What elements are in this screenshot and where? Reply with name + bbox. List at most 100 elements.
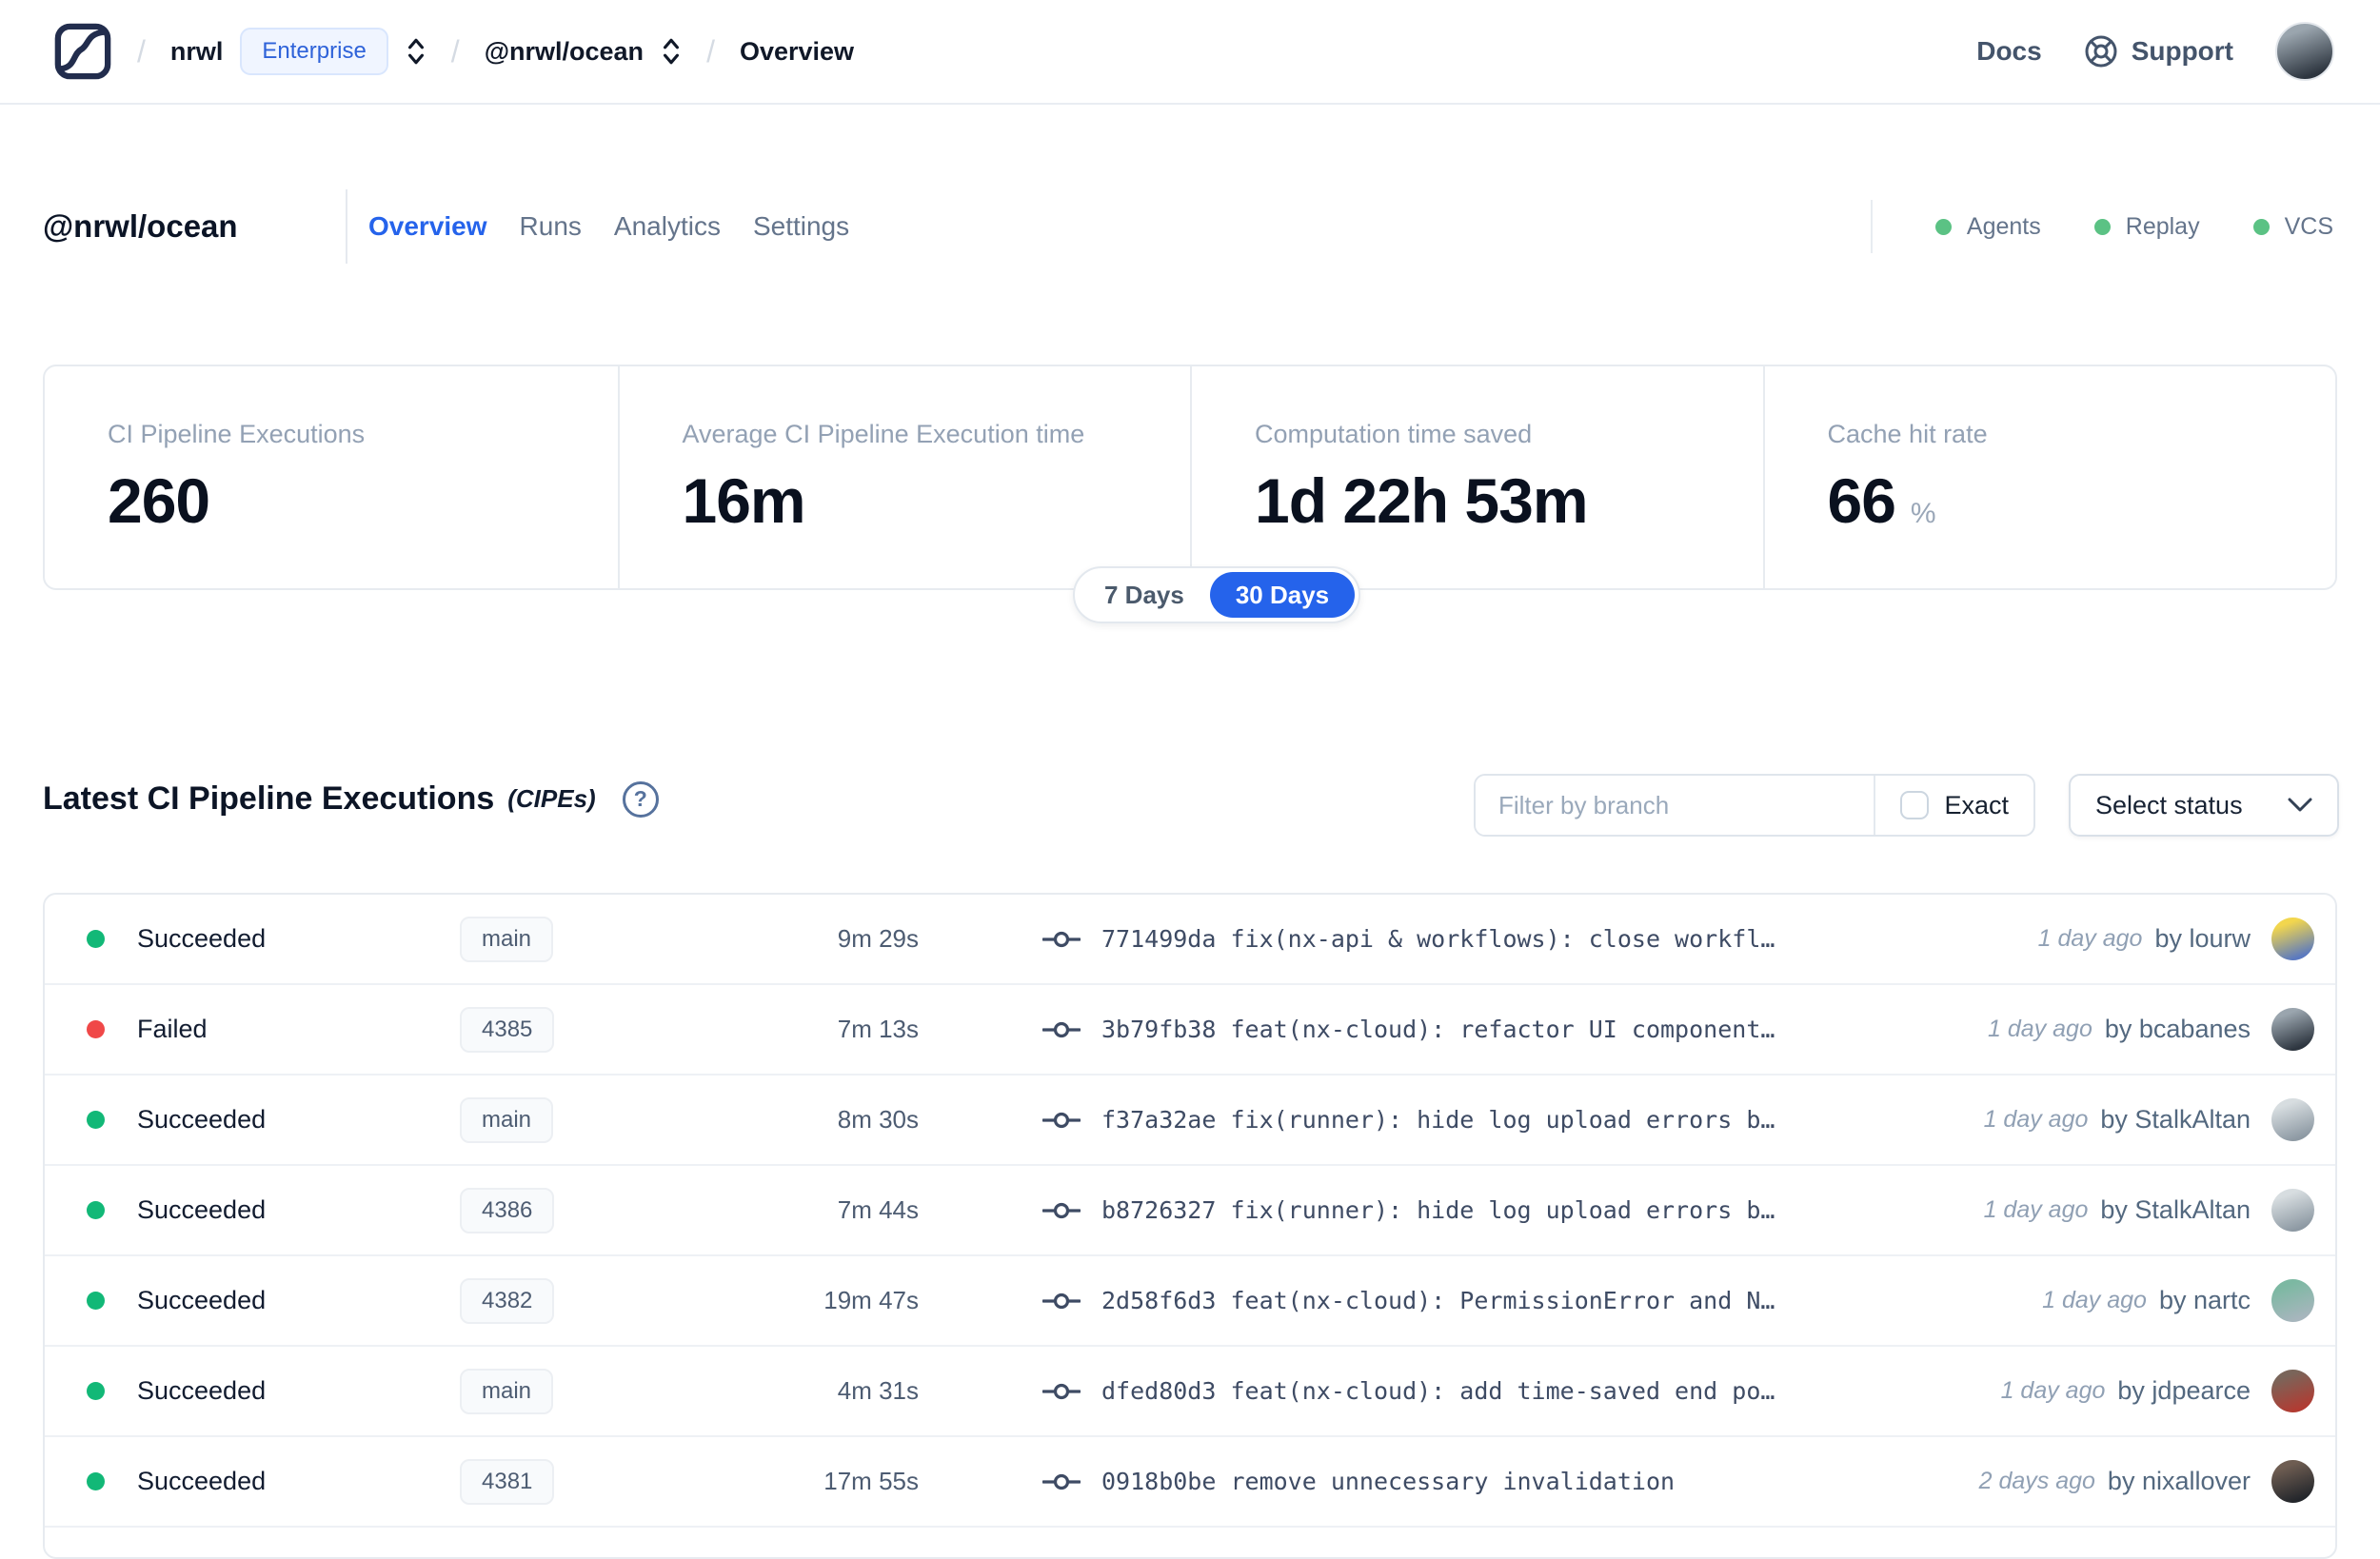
status-label: Failed: [137, 1015, 208, 1043]
avatar[interactable]: [2271, 1460, 2314, 1503]
user-avatar[interactable]: [2275, 22, 2334, 81]
status-label: Succeeded: [137, 924, 267, 953]
stat-value: 16m: [682, 465, 806, 536]
branch-badge[interactable]: main: [460, 916, 554, 962]
time-ago: 1 day ago: [2042, 1287, 2147, 1313]
executions-table: Succeeded main 9m 29s 771499da fix(nx-ap…: [43, 893, 2337, 1559]
avatar[interactable]: [2271, 1008, 2314, 1051]
avatar[interactable]: [2271, 1189, 2314, 1232]
status-dot-icon: [2093, 218, 2111, 235]
branch-badge[interactable]: main: [460, 1096, 554, 1143]
support-link[interactable]: Support: [2084, 34, 2233, 69]
status-dot-icon: [1934, 218, 1952, 235]
author: by bcabanes: [2104, 1015, 2251, 1043]
status-select-dropdown[interactable]: Select status: [2069, 774, 2339, 837]
git-commit-icon: [1042, 1383, 1081, 1399]
stat-label: Cache hit rate: [1827, 420, 1988, 448]
avatar[interactable]: [2271, 1279, 2314, 1322]
branch-badge[interactable]: 4385: [460, 1006, 555, 1053]
status-select-label: Select status: [2095, 790, 2243, 819]
table-row[interactable]: Succeeded main 9m 29s 771499da fix(nx-ap…: [45, 895, 2335, 985]
help-icon[interactable]: ?: [622, 780, 659, 818]
commit-text-body: feat(nx-cloud): PermissionError and N…: [1230, 1287, 1775, 1314]
commit-text-body: feat(nx-cloud): refactor UI component…: [1230, 1016, 1775, 1043]
git-commit-icon: [1042, 1293, 1081, 1309]
commit-message[interactable]: 3b79fb38 feat(nx-cloud): refactor UI com…: [1101, 1016, 1775, 1043]
time-ago: 1 day ago: [2037, 925, 2143, 952]
table-row[interactable]: Succeeded 4382 19m 47s 2d58f6d3 feat(nx-…: [45, 1256, 2335, 1347]
vertical-divider: [1874, 776, 1876, 835]
avatar[interactable]: [2271, 1098, 2314, 1141]
git-commit-icon: [1042, 1473, 1081, 1490]
stat-card: Average CI Pipeline Execution time 16m: [617, 366, 1191, 588]
range-option-30-days[interactable]: 30 Days: [1209, 572, 1356, 618]
branch-filter-input[interactable]: [1476, 776, 1874, 835]
table-row[interactable]: Failed 4385 7m 13s 3b79fb38 feat(nx-clou…: [45, 985, 2335, 1076]
branch-badge[interactable]: main: [460, 1368, 554, 1414]
table-row[interactable]: Succeeded 4386 7m 44s b8726327 fix(runne…: [45, 1166, 2335, 1256]
chevron-up-down-icon[interactable]: [661, 36, 682, 67]
commit-hash: 0918b0be: [1101, 1468, 1231, 1495]
exact-checkbox[interactable]: [1900, 791, 1930, 819]
author: by lourw: [2154, 924, 2251, 953]
commit-message[interactable]: 771499da fix(nx-api & workflows): close …: [1101, 925, 1775, 953]
tab-settings[interactable]: Settings: [752, 211, 850, 241]
status-label: Succeeded: [137, 1376, 267, 1405]
commit-hash: f37a32ae: [1101, 1106, 1231, 1134]
workspace-selector[interactable]: @nrwl/ocean: [485, 36, 682, 67]
tab-runs[interactable]: Runs: [519, 211, 582, 241]
branch-badge[interactable]: 4386: [460, 1187, 555, 1233]
author: by nartc: [2158, 1286, 2251, 1314]
commit-message[interactable]: f37a32ae fix(runner): hide log upload er…: [1101, 1106, 1775, 1134]
commit-text-body: feat(nx-cloud): add time-saved end po…: [1230, 1377, 1775, 1405]
indicator-agents: Agents: [1934, 213, 2041, 241]
avatar[interactable]: [2271, 918, 2314, 960]
duration: 7m 13s: [837, 1015, 919, 1043]
table-row[interactable]: Succeeded main 4m 31s dfed80d3 feat(nx-c…: [45, 1347, 2335, 1437]
exact-toggle[interactable]: Exact: [1875, 791, 2033, 820]
commit-message[interactable]: dfed80d3 feat(nx-cloud): add time-saved …: [1101, 1377, 1775, 1405]
author: by jdpearce: [2117, 1376, 2251, 1405]
stat-value: 66: [1827, 465, 1896, 536]
duration: 4m 31s: [837, 1376, 919, 1405]
avatar[interactable]: [2271, 1370, 2314, 1412]
tab-overview[interactable]: Overview: [368, 211, 487, 241]
nav-right: Docs Support: [1976, 22, 2334, 81]
range-option-7-days[interactable]: 7 Days: [1079, 572, 1210, 618]
status-label: Succeeded: [137, 1105, 267, 1134]
nx-cloud-logo-icon[interactable]: [53, 22, 112, 81]
status-dot-icon: [87, 1201, 105, 1219]
breadcrumb-separator: /: [450, 33, 460, 69]
commit-message[interactable]: 2d58f6d3 feat(nx-cloud): PermissionError…: [1101, 1287, 1775, 1314]
executions-section-head: Latest CI Pipeline Executions (CIPEs) ?: [43, 780, 659, 818]
tabs: Overview Runs Analytics Settings: [368, 211, 849, 242]
duration: 8m 30s: [837, 1105, 919, 1134]
commit-message[interactable]: 0918b0be remove unnecessary invalidation: [1101, 1468, 1675, 1495]
commit-text-body: remove unnecessary invalidation: [1230, 1468, 1676, 1495]
table-row[interactable]: Succeeded 4381 17m 55s 0918b0be remove u…: [45, 1437, 2335, 1528]
feature-indicators: Agents Replay VCS: [1870, 200, 2337, 253]
status-dot-icon: [87, 930, 105, 948]
branch-badge[interactable]: 4382: [460, 1277, 555, 1324]
stat-label: Computation time saved: [1255, 420, 1533, 448]
tab-analytics[interactable]: Analytics: [613, 211, 721, 241]
author: by StalkAltan: [2100, 1195, 2251, 1224]
life-buoy-icon: [2085, 35, 2117, 68]
enterprise-badge: Enterprise: [240, 28, 388, 75]
stat-label: CI Pipeline Executions: [108, 420, 366, 448]
chevron-up-down-icon[interactable]: [406, 36, 426, 67]
git-commit-icon: [1042, 931, 1081, 947]
org-selector[interactable]: nrwl Enterprise: [170, 28, 426, 75]
duration: 7m 44s: [837, 1195, 919, 1224]
author: by StalkAltan: [2100, 1105, 2251, 1134]
branch-badge[interactable]: 4381: [460, 1458, 555, 1505]
stat-value: 1d 22h 53m: [1255, 465, 1589, 536]
commit-message[interactable]: b8726327 fix(runner): hide log upload er…: [1101, 1196, 1775, 1224]
section-title-suffix: (CIPEs): [507, 784, 596, 813]
docs-link[interactable]: Docs: [1976, 36, 2042, 66]
branch-filter-group: Exact: [1474, 774, 2035, 837]
breadcrumb: / nrwl Enterprise / @nrwl/ocean / Overvi…: [53, 22, 854, 81]
time-ago: 1 day ago: [1988, 1016, 2092, 1042]
table-row[interactable]: Succeeded main 8m 30s f37a32ae fix(runne…: [45, 1076, 2335, 1166]
stat-card: CI Pipeline Executions 260: [45, 366, 618, 588]
